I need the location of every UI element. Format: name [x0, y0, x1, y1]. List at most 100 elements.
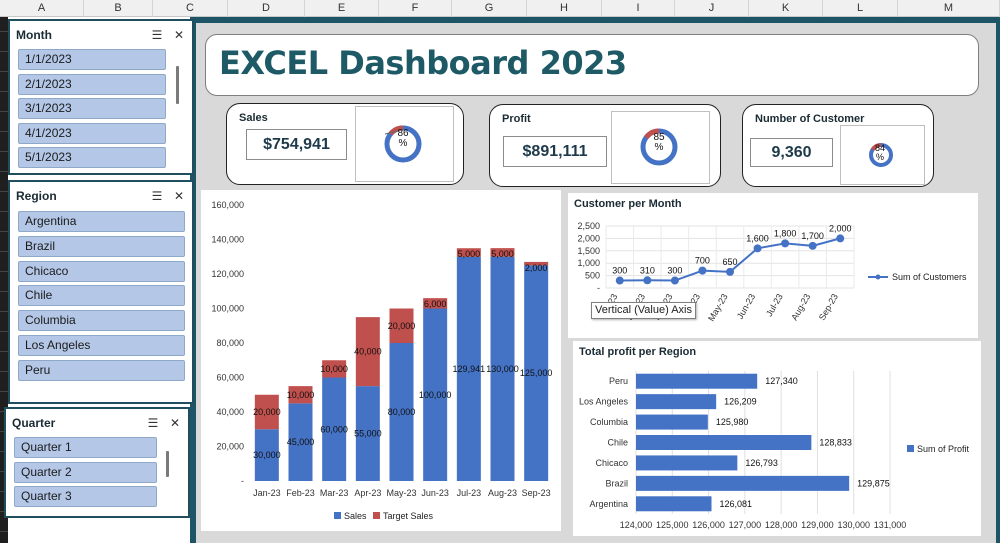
quarter-slicer-item[interactable]: Quarter 2: [14, 461, 157, 483]
sales-bar-chart-panel[interactable]: -20,000 40,000 60,000 80,000 100,000 120,000 1…: [201, 190, 561, 531]
month-slicer-scrollbar[interactable]: [176, 66, 179, 104]
row-gridline: [0, 371, 8, 372]
customers-data-label: 300: [667, 266, 682, 276]
multi-select-icon[interactable]: ☰: [147, 416, 159, 430]
region-slicer-title: Region: [16, 189, 57, 203]
y-tick-label: Columbia: [590, 417, 628, 427]
profit-data-label: 128,833: [819, 438, 852, 448]
target-sales-bar: [322, 360, 347, 378]
legend-label-sales: Sales: [344, 511, 367, 521]
y-tick-label: -: [597, 283, 600, 293]
profit-region-chart[interactable]: 124,000 125,000 126,000 127,000 128,000 129,0…: [573, 341, 981, 536]
x-tick-label: 127,000: [729, 520, 762, 530]
column-header-l[interactable]: L: [823, 0, 898, 17]
profit-data-label: 129,875: [857, 478, 890, 488]
region-slicer-item[interactable]: Brazil: [18, 235, 185, 257]
x-tick-label: Jul-23: [764, 292, 785, 318]
target-sales-bar: [355, 317, 380, 387]
row-gridline: [0, 211, 8, 212]
month-slicer-item[interactable]: 4/1/2023: [18, 122, 166, 144]
sales-bar: [524, 265, 549, 481]
customers-point: [615, 276, 624, 285]
region-slicer-item[interactable]: Argentina: [18, 211, 185, 232]
profit-donut-chart: 85%: [611, 111, 710, 184]
customers-point: [670, 276, 679, 285]
profit-bar: [636, 394, 717, 410]
customers-point: [643, 276, 652, 285]
column-header-b[interactable]: B: [84, 0, 153, 17]
sales-data-label: 129,941: [453, 364, 486, 374]
column-header-k[interactable]: K: [749, 0, 823, 17]
x-tick-label: Jun-23: [735, 292, 757, 321]
column-header-h[interactable]: H: [527, 0, 602, 17]
x-tick-label: 124,000: [620, 520, 653, 530]
multi-select-icon[interactable]: ☰: [151, 189, 163, 203]
x-tick-label: Sep-23: [522, 488, 551, 498]
profit-bar: [636, 475, 850, 491]
month-slicer-item[interactable]: 1/1/2023: [18, 49, 166, 70]
target-sales-bar: [288, 386, 313, 404]
clear-filter-icon[interactable]: ✕: [169, 416, 181, 430]
quarter-slicer-item[interactable]: Quarter 1: [14, 437, 157, 458]
profit-data-label: 125,980: [716, 417, 749, 427]
row-gridline: [0, 331, 8, 332]
customers-point: [808, 241, 817, 250]
row-gridline: [0, 91, 8, 92]
sales-data-label: 80,000: [388, 407, 416, 417]
row-gridline: [0, 251, 8, 252]
quarter-slicer-header: Quarter ☰ ✕: [12, 415, 182, 433]
region-slicer-item[interactable]: Columbia: [18, 310, 185, 332]
clear-filter-icon[interactable]: ✕: [173, 189, 185, 203]
sales-bar: [355, 386, 380, 481]
region-slicer-item[interactable]: Chicaco: [18, 260, 185, 282]
sales-kpi-card: Sales $754,941 86%: [226, 103, 464, 185]
customers-point: [726, 267, 734, 276]
column-header-i[interactable]: I: [602, 0, 675, 17]
multi-select-icon[interactable]: ☰: [151, 28, 163, 42]
region-slicer-item[interactable]: Chile: [18, 285, 185, 307]
column-header-g[interactable]: G: [452, 0, 527, 17]
profit-data-label: 126,081: [720, 499, 753, 509]
profit-region-chart-panel[interactable]: Total profit per Region 124,000 125,000 12…: [573, 341, 981, 536]
quarter-slicer[interactable]: Quarter ☰ ✕ Quarter 1 Quarter 2 Quarter 3: [4, 407, 190, 518]
column-header-j[interactable]: J: [675, 0, 749, 17]
customers-point: [698, 266, 707, 275]
row-gridline: [0, 151, 8, 152]
column-header-e[interactable]: E: [305, 0, 379, 17]
column-header-a[interactable]: A: [0, 0, 84, 17]
sales-donut-svg: [384, 125, 422, 163]
region-slicer-item[interactable]: Los Angeles: [18, 335, 185, 356]
column-header-m[interactable]: M: [898, 0, 1000, 17]
sales-data-label: 60,000: [320, 424, 348, 434]
x-tick-label: 130,000: [837, 520, 870, 530]
column-header-f[interactable]: F: [379, 0, 452, 17]
target-data-label: 20,000: [388, 321, 416, 331]
sales-bar-chart[interactable]: -20,00040,00060,00080,000100,000120,0001…: [201, 190, 561, 531]
customers-donut-pct: 84%: [874, 143, 885, 162]
y-tick-label: 1,000: [577, 258, 600, 268]
target-sales-bar: [389, 308, 414, 343]
month-slicer-item[interactable]: 3/1/2023: [18, 98, 166, 120]
month-slicer-item[interactable]: 5/1/2023: [18, 147, 166, 169]
clear-filter-icon[interactable]: ✕: [173, 28, 185, 42]
region-slicer-header: Region ☰ ✕: [16, 188, 186, 206]
sales-data-label: 100,000: [419, 390, 452, 400]
target-data-label: 20,000: [253, 407, 281, 417]
sales-kpi-value: $754,941: [246, 129, 347, 160]
month-slicer-item[interactable]: 2/1/2023: [18, 73, 166, 95]
column-header-d[interactable]: D: [228, 0, 305, 17]
month-slicer[interactable]: Month ☰ ✕ 1/1/2023 2/1/2023 3/1/2023 4/1/20…: [8, 19, 194, 175]
region-slicer[interactable]: Region ☰ ✕ Argentina Brazil Chicaco Chile Co…: [8, 180, 194, 404]
column-header-c[interactable]: C: [153, 0, 228, 17]
quarter-slicer-item[interactable]: Quarter 3: [14, 486, 157, 508]
y-tick-label: Los Angeles: [579, 397, 629, 407]
row-gridline: [0, 291, 8, 292]
sales-data-label: 55,000: [354, 429, 382, 439]
month-slicer-title: Month: [16, 28, 52, 42]
quarter-slicer-scrollbar[interactable]: [166, 451, 169, 477]
legend-swatch-sales: [334, 512, 341, 519]
dashboard-title-box: EXCEL Dashboard 2023: [205, 34, 979, 96]
region-slicer-item[interactable]: Peru: [18, 359, 185, 381]
y-tick-label: 60,000: [216, 373, 244, 383]
quarter-slicer-title: Quarter: [12, 416, 56, 430]
